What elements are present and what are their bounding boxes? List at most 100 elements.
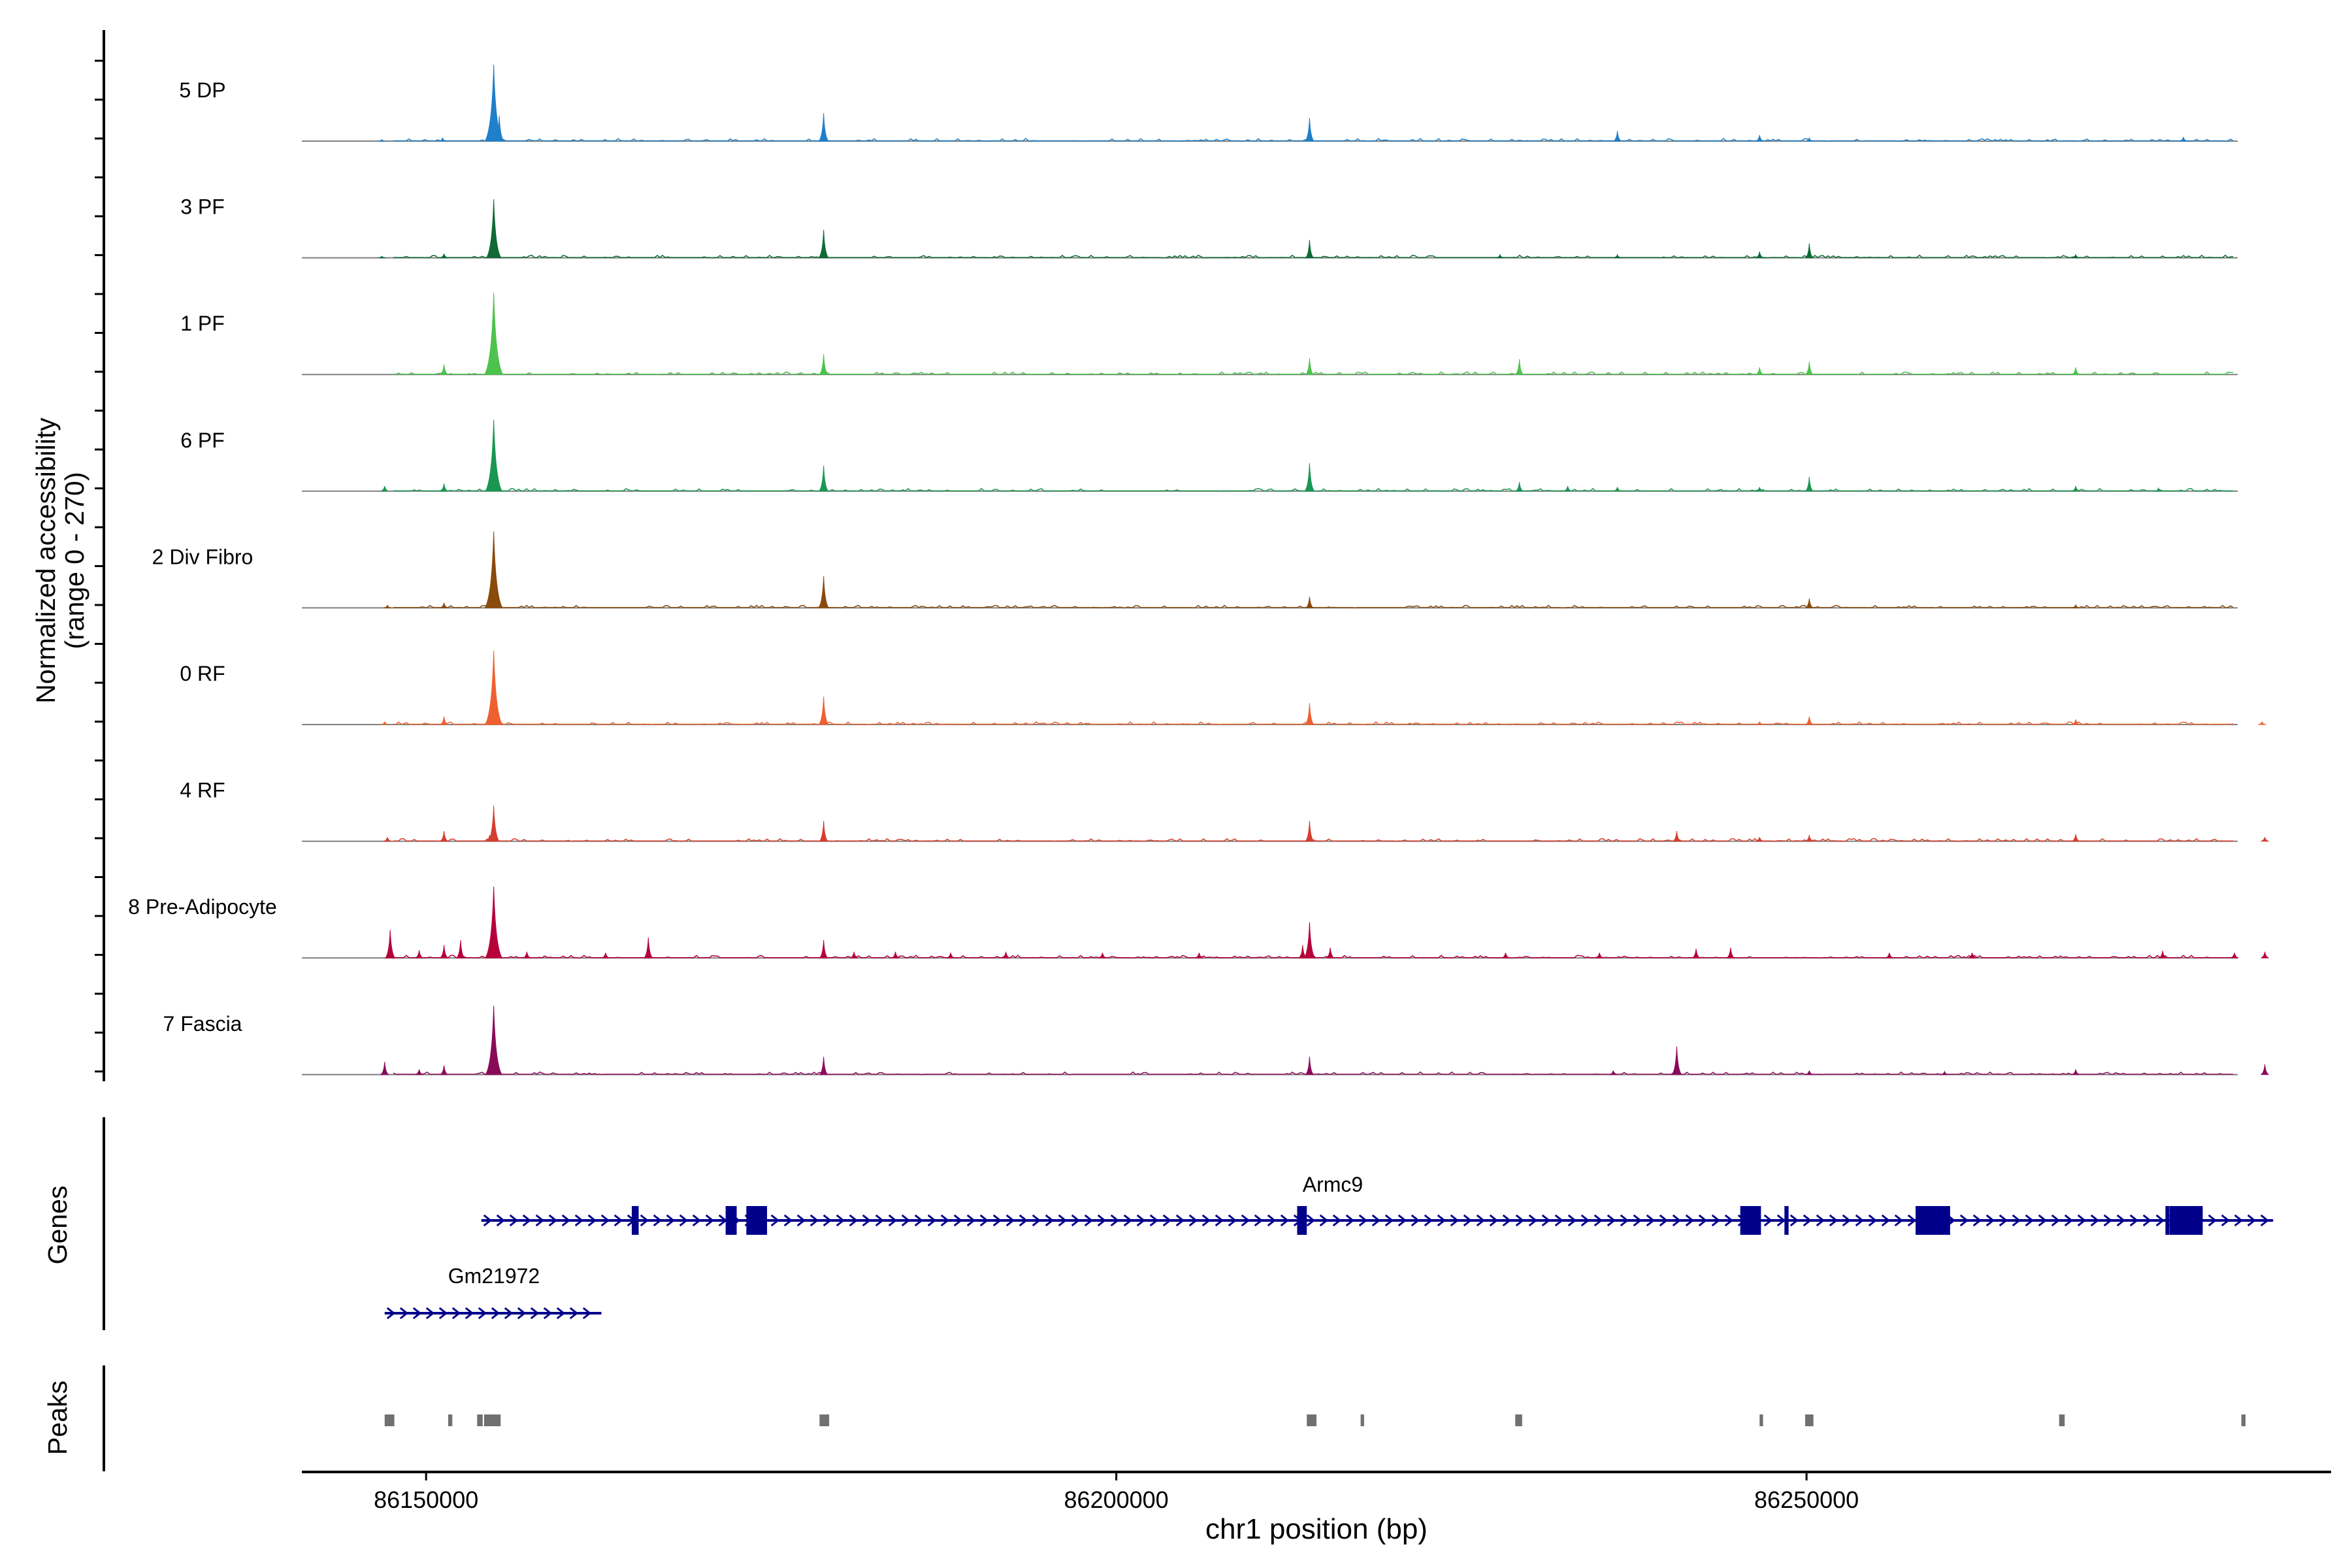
coverage-peak [1098,953,1107,958]
strand-arrow [2038,1214,2048,1227]
track-label: 0 RF [180,662,225,685]
coverage-peak [1756,367,1764,375]
coverage-peak [440,602,448,608]
track-label: 5 DP [179,78,225,102]
coverage-peak [1805,716,1814,725]
strand-arrow [1358,1214,1368,1227]
strand-arrow [1123,1214,1133,1227]
strand-arrow [2116,1214,2126,1227]
strand-arrow [1489,1214,1499,1227]
strand-arrow [1110,1214,1120,1227]
coverage-peak [523,951,531,958]
strand-arrow [1972,1214,1982,1227]
coverage-peak [1195,953,1203,958]
strand-arrow [940,1214,950,1227]
coverage-peak [1756,135,1764,142]
strand-arrow [2247,1214,2257,1227]
exon [1916,1206,1950,1235]
strand-arrow [1045,1214,1054,1227]
coverage-peak [440,716,448,725]
strand-arrow [2012,1214,2021,1227]
strand-arrow [412,1307,422,1320]
peaks-track-label: Peaks [42,1380,73,1455]
strand-arrow [1345,1214,1355,1227]
strand-arrow [2064,1214,2074,1227]
coverage-peak [1726,947,1735,958]
strand-arrow [1763,1214,1773,1227]
strand-arrow [438,1307,448,1320]
peak-track [384,1414,2246,1426]
strand-arrow [425,1307,435,1320]
track-label: 7 Fascia [163,1012,242,1036]
coverage-peak [1304,118,1315,142]
coverage-peak [819,1056,829,1075]
coverage-peak [1805,598,1814,608]
strand-arrow [1698,1214,1708,1227]
strand-arrow [1842,1214,1852,1227]
coverage-peak [891,951,900,958]
track-label: 2 Div Fibro [152,545,253,568]
coverage-peak [1002,951,1010,958]
strand-arrow [1789,1214,1799,1227]
coverage-peak [440,830,448,842]
coverage-peak [2261,951,2269,958]
coverage-peak [1613,487,1622,492]
strand-arrow [483,1214,493,1227]
strand-arrow [823,1214,832,1227]
strand-arrow [809,1214,819,1227]
coverage-peak [1609,1070,1618,1075]
strand-arrow [2025,1214,2034,1227]
coverage-peak [2071,719,2080,725]
coverage-peak [946,953,955,958]
coverage-peak [485,1005,503,1075]
strand-arrow [653,1214,662,1227]
strand-arrow [1437,1214,1446,1227]
coverage-y-axis-ticks [95,59,104,1073]
strand-arrow [1201,1214,1211,1227]
coverage-peak [1673,830,1681,842]
coverage-peak [380,485,389,492]
coverage-peak [1303,922,1316,958]
strand-arrow [530,1307,540,1320]
exon [1740,1206,1761,1235]
strand-arrow [491,1307,500,1320]
strand-arrow [862,1214,872,1227]
coverage-peak [1304,821,1315,842]
coverage-peak [2159,951,2167,958]
coverage-peak [1804,243,1814,259]
strand-arrow [1515,1214,1525,1227]
coverage-peak [383,837,392,842]
coverage-peak [2230,953,2239,958]
strand-arrow [1476,1214,1486,1227]
strand-arrow [1580,1214,1590,1227]
coverage-peak [493,115,505,142]
strand-arrow [1646,1214,1656,1227]
strand-arrow [1424,1214,1433,1227]
coverage-peak [415,1069,423,1075]
strand-arrow [2208,1214,2217,1227]
exon [746,1206,768,1235]
coverage-peak [438,945,449,958]
strand-arrow [1463,1214,1473,1227]
track-label: 3 PF [180,195,225,219]
strand-arrow [1371,1214,1381,1227]
strand-arrow [1397,1214,1407,1227]
strand-arrow [2077,1214,2087,1227]
strand-arrow [1567,1214,1577,1227]
coverage-peak [601,953,610,958]
coverage-peak [483,293,504,375]
strand-arrow [1593,1214,1603,1227]
coverage-peak [1691,949,1701,958]
x-axis-ticks: 86150000 86200000 86250000 [374,1472,1859,1513]
strand-arrow [561,1214,571,1227]
strand-arrow [2051,1214,2061,1227]
strand-arrow [1541,1214,1551,1227]
track-2-div-fibro: 2 Div Fibro [152,531,2238,609]
track-label: 6 PF [180,429,225,452]
strand-arrow [1254,1214,1264,1227]
coverage-peak [1304,1056,1315,1075]
y-axis-subtitle: (range 0 - 270) [59,472,90,649]
gene-armc9: Armc9 [481,1173,2274,1235]
strand-arrow [582,1307,592,1320]
coverage-peak [1804,476,1814,492]
